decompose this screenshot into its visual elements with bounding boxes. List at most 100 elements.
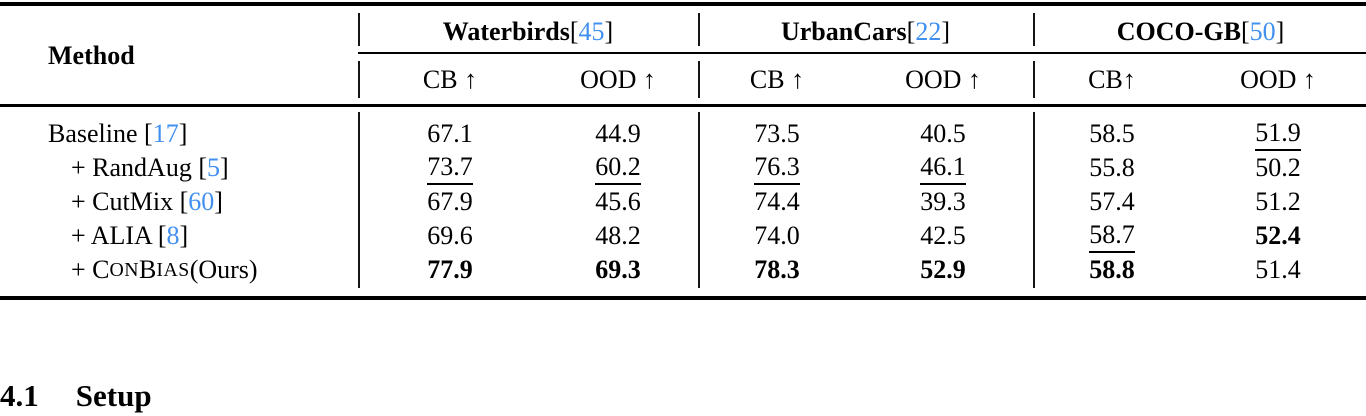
method-label: Baseline [17] xyxy=(48,117,348,151)
value-cell: 39.3 xyxy=(873,185,1013,219)
metric-value: 40.5 xyxy=(920,119,966,148)
method-label: + C ON B IAS (Ours) xyxy=(71,253,371,287)
metric-value: 55.8 xyxy=(1089,153,1135,182)
table-header-rule xyxy=(0,104,1366,107)
table-column-separator xyxy=(1033,13,1035,46)
value-cell: 69.6 xyxy=(380,219,520,253)
value-cell: 44.9 xyxy=(548,117,688,151)
label-segment: Baseline [ xyxy=(48,119,153,148)
label-segment: + CutMix [ xyxy=(71,187,189,216)
label-segment: (Ours) xyxy=(189,255,258,284)
metric-value: 60.2 xyxy=(595,152,641,185)
table-column-separator xyxy=(698,61,700,98)
metric-value: 76.3 xyxy=(754,152,800,185)
value-cell: 46.1 xyxy=(873,151,1013,185)
metric-subheader: OOD ↑ xyxy=(905,65,981,94)
metric-value: 67.9 xyxy=(427,187,473,216)
label-segment: [ xyxy=(906,17,916,46)
table-bottom-rule xyxy=(0,296,1366,300)
metric-value: 51.4 xyxy=(1255,255,1301,284)
table-column-separator xyxy=(1033,112,1035,288)
label-segment: B xyxy=(139,255,157,284)
label-segment: ] xyxy=(214,187,223,216)
metric-value: 39.3 xyxy=(920,187,966,216)
table-column-separator xyxy=(698,13,700,46)
value-cell: 67.1 xyxy=(380,117,520,151)
label-segment: ] xyxy=(941,17,950,46)
metric-value: 69.6 xyxy=(427,221,473,250)
value-cell: 45.6 xyxy=(548,185,688,219)
metric-value: 69.3 xyxy=(595,255,641,284)
label-segment: [ xyxy=(569,17,579,46)
label-segment: + C xyxy=(71,255,110,284)
section-number: 4.1 xyxy=(0,378,39,413)
metric-value: 57.4 xyxy=(1089,187,1135,216)
section-heading: 4.1 Setup xyxy=(0,378,152,414)
value-cell: 51.9 xyxy=(1208,117,1348,151)
value-cell: 51.4 xyxy=(1208,253,1348,287)
value-cell: 76.3 xyxy=(707,151,847,185)
value-cell: 73.7 xyxy=(380,151,520,185)
value-cell: 58.8 xyxy=(1042,253,1182,287)
table-column-separator xyxy=(358,61,360,98)
metric-value: 77.9 xyxy=(427,255,473,284)
label-segment: UrbanCars xyxy=(780,17,907,46)
dataset-header-waterbirds: Waterbirds [45] xyxy=(360,14,696,50)
value-cell: 51.2 xyxy=(1208,185,1348,219)
citation-ref: 22 xyxy=(915,17,942,46)
citation-ref: 50 xyxy=(1249,17,1276,46)
value-cell: 58.7 xyxy=(1042,219,1182,253)
metric-value: 42.5 xyxy=(920,221,966,250)
label-segment: ] xyxy=(604,17,614,46)
label-segment: ON xyxy=(109,258,140,281)
metric-value: 74.4 xyxy=(754,187,800,216)
citation-ref: 8 xyxy=(166,221,180,250)
value-cell: 69.3 xyxy=(548,253,688,287)
citation-ref: 17 xyxy=(152,119,179,148)
metric-value: 73.5 xyxy=(754,119,800,148)
table-column-separator xyxy=(358,13,360,46)
metric-subheader: OOD ↑ xyxy=(1240,65,1316,94)
label-segment: + ALIA [ xyxy=(71,221,167,250)
metric-value: 52.4 xyxy=(1255,221,1301,250)
metric-value: 44.9 xyxy=(595,119,641,148)
metric-value: 58.7 xyxy=(1089,220,1135,253)
section-title: Setup xyxy=(75,378,152,413)
label-segment: COCO-GB xyxy=(1116,17,1241,46)
metric-subheader: CB ↑ xyxy=(749,65,805,94)
label-segment: + RandAug [ xyxy=(71,153,207,182)
method-label: + ALIA [8] xyxy=(71,219,371,253)
metric-value: 52.9 xyxy=(920,255,966,284)
value-cell: 42.5 xyxy=(873,219,1013,253)
metric-value: 51.9 xyxy=(1255,118,1301,151)
table-column-separator xyxy=(358,112,360,288)
label-segment: ] xyxy=(219,153,229,182)
metric-value: 46.1 xyxy=(920,152,966,185)
label-segment: ] xyxy=(1275,17,1285,46)
value-cell: 60.2 xyxy=(548,151,688,185)
value-cell: 52.4 xyxy=(1208,219,1348,253)
metric-subheader: CB↑ xyxy=(1088,65,1136,94)
citation-ref: 45 xyxy=(578,17,605,46)
metric-value: 50.2 xyxy=(1255,153,1301,182)
method-label: + CutMix [60] xyxy=(71,185,371,219)
label-segment: [ xyxy=(1240,17,1250,46)
value-cell: 77.9 xyxy=(380,253,520,287)
label-segment: Waterbirds xyxy=(442,17,570,46)
value-cell: 52.9 xyxy=(873,253,1013,287)
value-cell: 40.5 xyxy=(873,117,1013,151)
table-column-separator xyxy=(698,112,700,288)
table-column-separator xyxy=(1033,61,1035,98)
metric-value: 51.2 xyxy=(1255,187,1301,216)
table-top-rule xyxy=(0,2,1366,6)
metric-value: 58.5 xyxy=(1089,119,1135,148)
value-cell: 73.5 xyxy=(707,117,847,151)
column-header-method: Method xyxy=(48,41,135,70)
label-segment: ] xyxy=(178,119,188,148)
metric-value: 58.8 xyxy=(1089,255,1135,284)
table-cmid-rule xyxy=(358,52,1366,54)
value-cell: 58.5 xyxy=(1042,117,1182,151)
value-cell: 67.9 xyxy=(380,185,520,219)
citation-ref: 60 xyxy=(188,187,215,216)
